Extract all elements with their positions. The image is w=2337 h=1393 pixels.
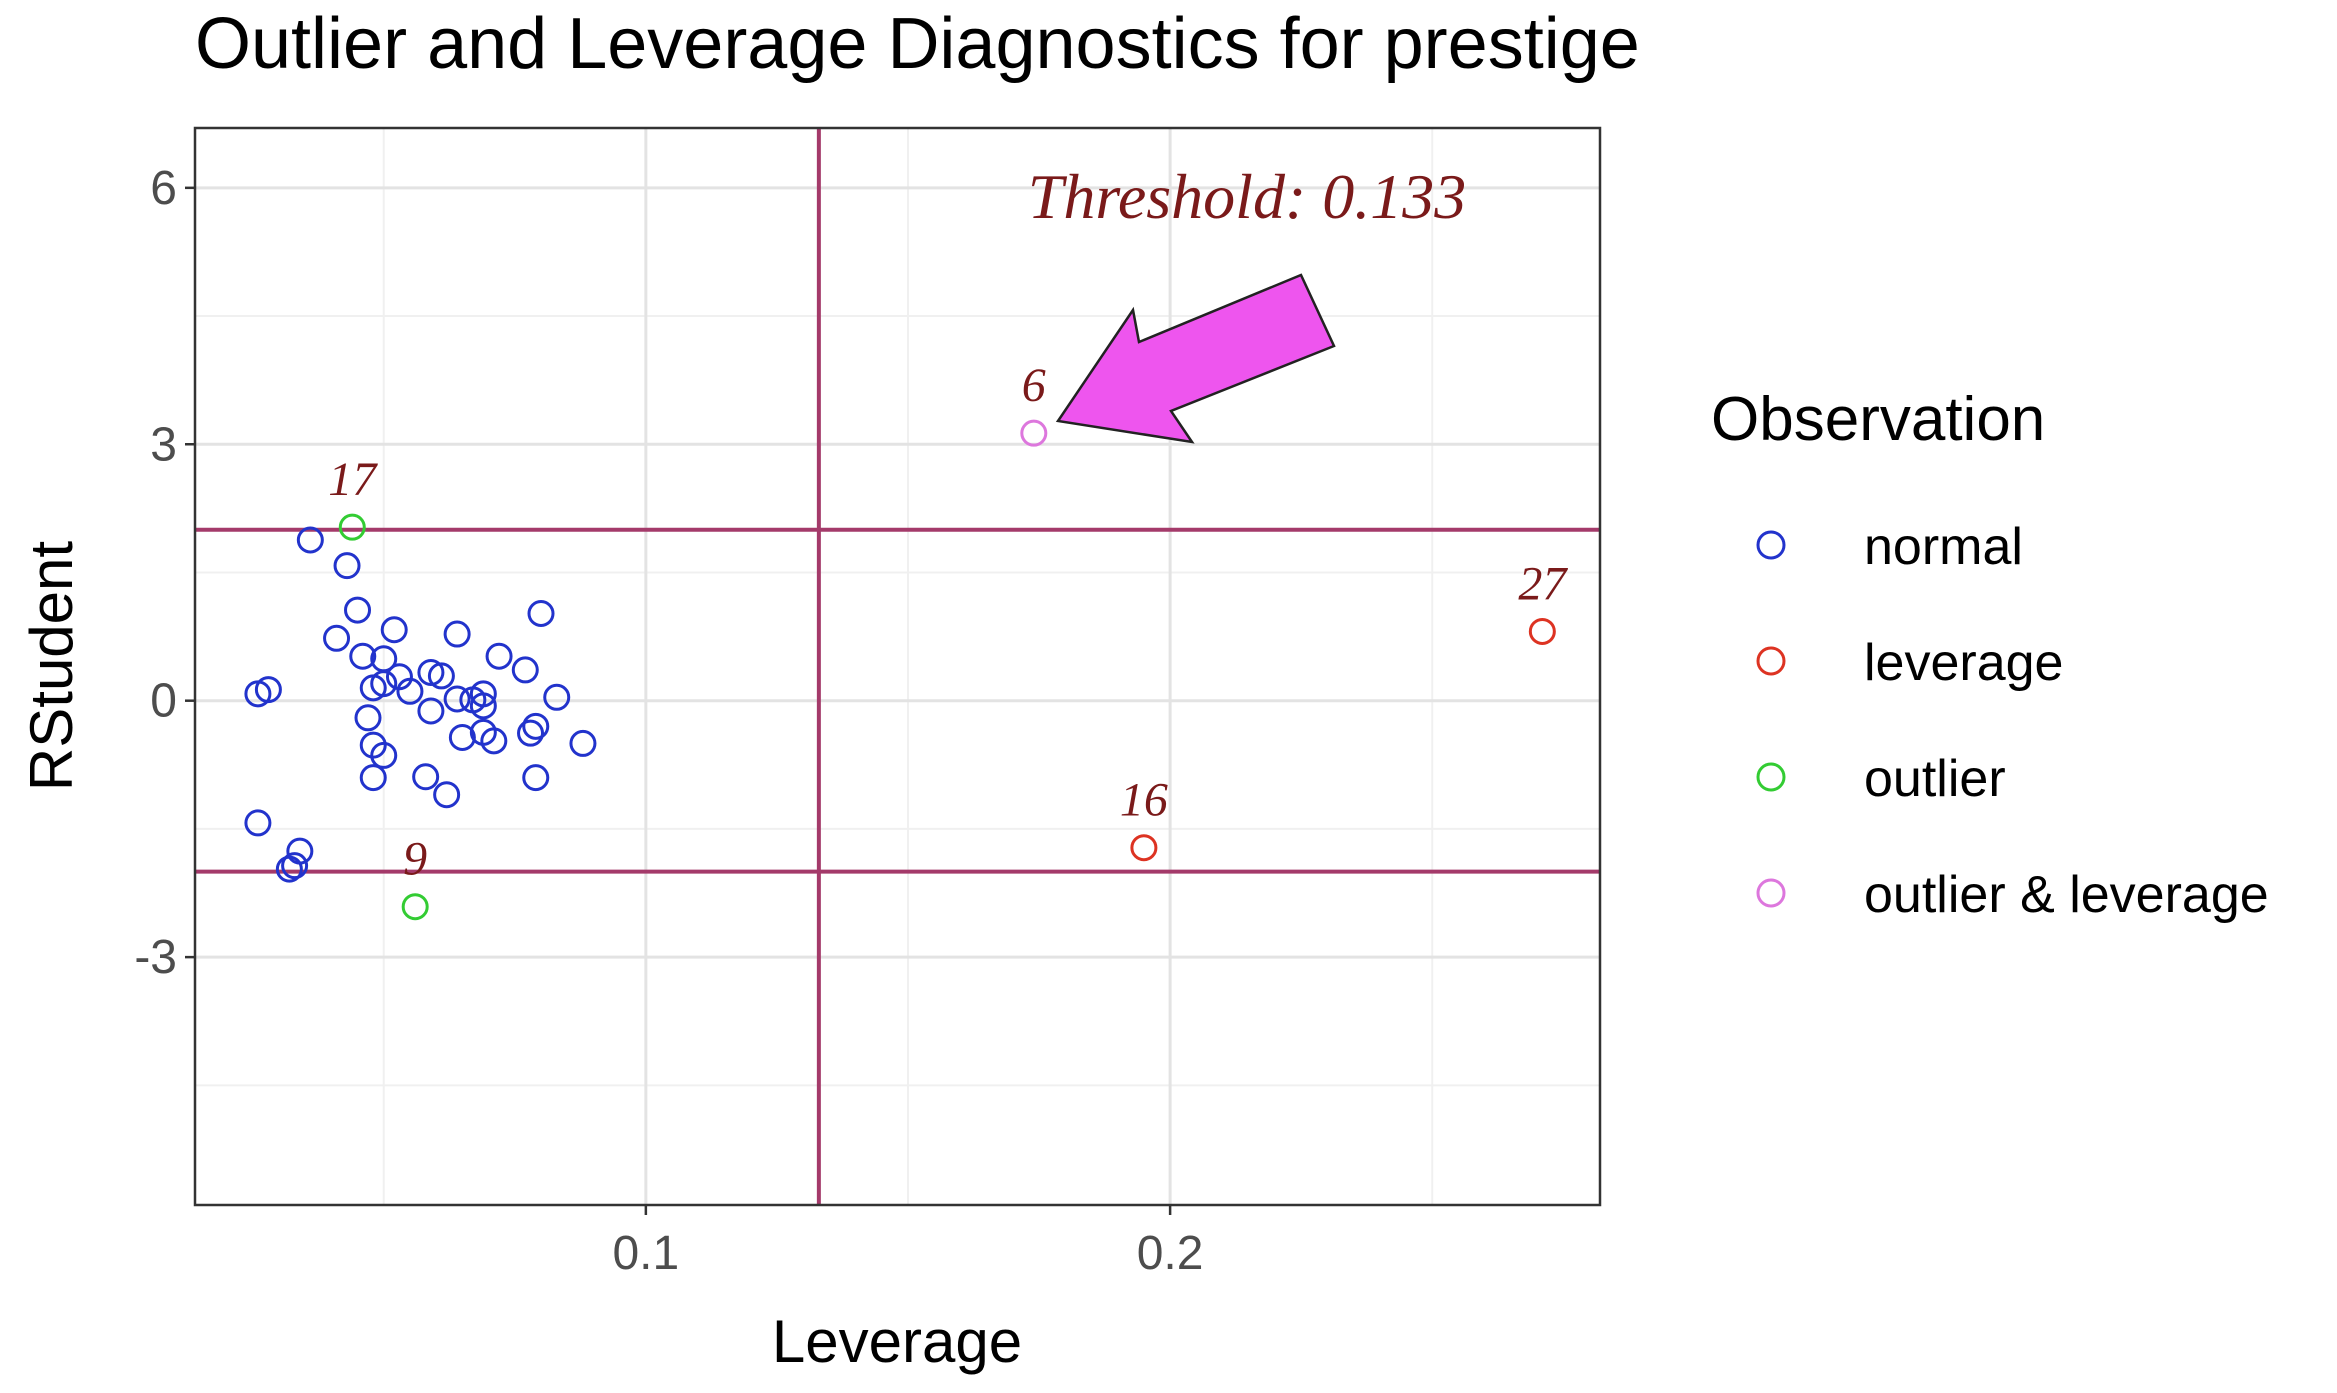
data-point (522, 712, 550, 740)
data-point (323, 624, 351, 652)
legend-key (1756, 530, 1786, 560)
data-point (412, 763, 440, 791)
data-point (448, 723, 476, 751)
data-point (417, 697, 445, 725)
legend-title: Observation (1711, 385, 2045, 454)
plot-panel (195, 128, 1600, 1205)
data-point (333, 552, 361, 580)
data-point (380, 616, 408, 644)
legend-label: normal (1864, 518, 2023, 576)
data-point (349, 642, 377, 670)
axes: 0.1 0.2 -3 0 3 6 (134, 162, 1203, 1280)
data-point (244, 809, 272, 837)
data-point (370, 741, 398, 769)
point-label: 17 (328, 453, 378, 506)
data-point (1528, 617, 1556, 645)
y-tick-label: 0 (150, 675, 177, 728)
data-point (527, 600, 555, 628)
y-tick-label: -3 (134, 931, 177, 984)
data-point (359, 674, 387, 702)
data-point (522, 764, 550, 792)
data-point (1130, 834, 1158, 862)
data-point (396, 677, 424, 705)
x-axis-title: Leverage (772, 1308, 1022, 1375)
data-point (359, 764, 387, 792)
legend-label: outlier (1864, 750, 2006, 808)
threshold-annotation: Threshold: 0.133 (1028, 161, 1467, 232)
data-point (1020, 419, 1048, 447)
data-point (469, 680, 497, 708)
data-point (338, 513, 366, 541)
data-point (254, 676, 282, 704)
data-point (427, 662, 455, 690)
data-points (244, 419, 1556, 921)
grid-lines (195, 128, 1600, 1205)
data-point (485, 642, 513, 670)
data-point (433, 781, 461, 809)
chart-title: Outlier and Leverage Diagnostics for pre… (195, 4, 1640, 84)
y-axis-title: RStudent (18, 541, 85, 791)
legend-key (1756, 878, 1786, 908)
threshold-lines (195, 128, 1600, 1205)
plot-border (193, 126, 1602, 1207)
legend-label: outlier & leverage (1864, 866, 2269, 924)
data-point (296, 526, 324, 554)
data-point (469, 692, 497, 720)
point-label: 16 (1120, 774, 1168, 827)
y-tick-label: 6 (150, 162, 177, 215)
data-point (569, 729, 597, 757)
data-point (517, 719, 545, 747)
x-tick-label: 0.1 (612, 1227, 679, 1280)
data-point (443, 685, 471, 713)
pointer-arrow-icon (1055, 273, 1336, 444)
data-point (511, 656, 539, 684)
legend-key (1756, 646, 1786, 676)
point-labels: 17 9 6 16 27 (328, 359, 1568, 886)
data-point (354, 704, 382, 732)
data-point (275, 855, 303, 883)
data-point (344, 596, 372, 624)
data-point (281, 852, 309, 880)
legend: Observation normal leverage outlier outlier… (1711, 385, 2269, 924)
point-label: 27 (1518, 557, 1568, 610)
y-tick-label: 3 (150, 418, 177, 471)
data-point (443, 620, 471, 648)
data-point (417, 658, 445, 686)
data-point (543, 683, 571, 711)
point-label: 6 (1022, 359, 1046, 412)
data-point (480, 727, 508, 755)
x-tick-label: 0.2 (1137, 1227, 1204, 1280)
legend-label: leverage (1864, 634, 2063, 692)
legend-key (1756, 762, 1786, 792)
data-point (401, 893, 429, 921)
point-label: 9 (403, 833, 427, 886)
